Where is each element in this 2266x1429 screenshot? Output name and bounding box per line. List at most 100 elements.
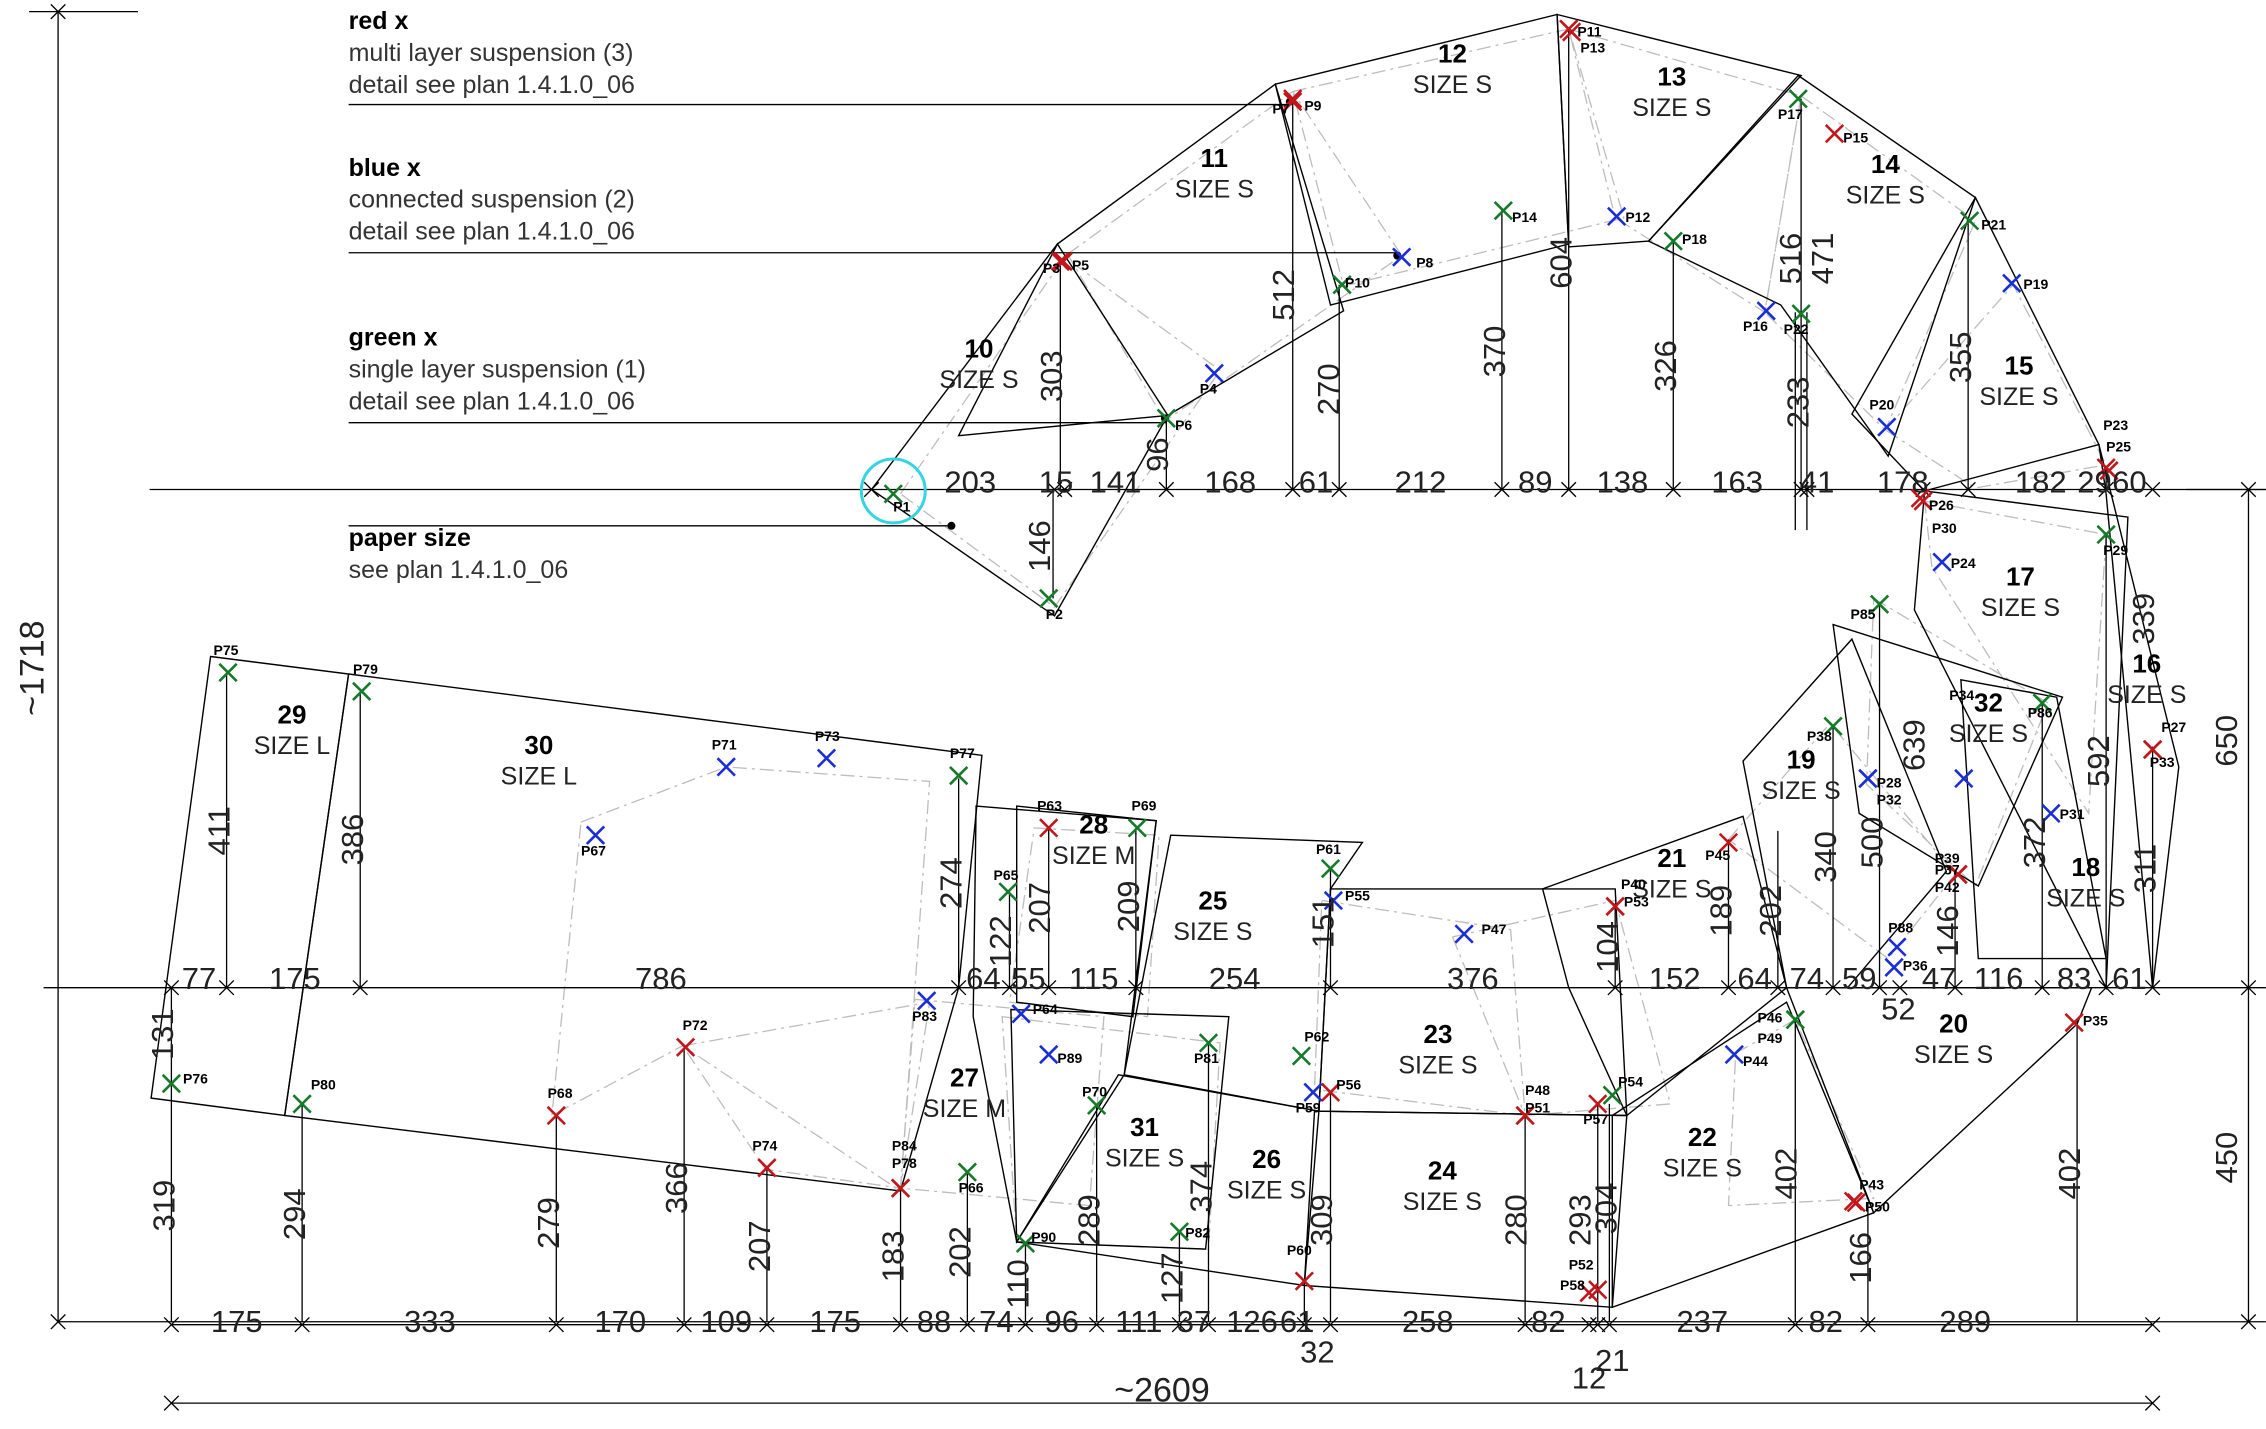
dimension-tick [1947, 979, 1963, 996]
suspension-point-p6-green-x-icon [1156, 408, 1176, 428]
dimension-label: 237 [1676, 1304, 1728, 1339]
point-label-p1: P1 [893, 498, 910, 514]
panel-size-27: SIZE M [923, 1095, 1006, 1123]
point-label-p62: P62 [1304, 1028, 1329, 1044]
dimension-tick [163, 979, 180, 996]
point-label-p26: P26 [1929, 497, 1954, 513]
suspension-point-p7-red-x-icon [1283, 92, 1303, 112]
panel-number-13: 13 [1657, 62, 1686, 92]
point-label-p5: P5 [1072, 257, 1089, 273]
right-dimension-label: 450 [2209, 1132, 2244, 1184]
point-label-p54: P54 [1618, 1073, 1643, 1089]
suspension-point-p53-red-x-icon [1605, 896, 1625, 916]
panel-number-16: 16 [2132, 649, 2161, 679]
dimension-tick [1331, 481, 1347, 498]
panel-number-11: 11 [1201, 143, 1229, 173]
dimension-label: 178 [1877, 464, 1929, 499]
point-label-p6: P6 [1175, 417, 1192, 433]
point-label-p90: P90 [1031, 1229, 1056, 1245]
dimension-label: 12 [1572, 1361, 1606, 1396]
dimension-tick [950, 979, 967, 996]
dimension-label: 32 [1300, 1334, 1334, 1369]
panel-number-21: 21 [1657, 843, 1686, 873]
paper-leader-dot [947, 521, 956, 530]
suspension-point-p71-blue-x-icon [716, 757, 736, 777]
point-label-p85: P85 [1850, 606, 1875, 622]
legend-paper-detail: see plan 1.4.1.0_06 [349, 556, 569, 584]
dimension-tick [2034, 979, 2050, 996]
suspension-point-p10-green-x-icon [1332, 275, 1352, 295]
dimension-label-vertical: 592 [2081, 735, 2116, 787]
suspension-point-p74-red-x-icon [757, 1158, 777, 1178]
point-label-p45: P45 [1705, 847, 1730, 863]
dimension-label-vertical: 639 [1897, 719, 1932, 771]
panel-number-14: 14 [1871, 149, 1900, 179]
paper-size-outline [1066, 90, 1403, 423]
paper-size-outline [1884, 283, 2108, 489]
dimension-label-vertical: 319 [146, 1180, 181, 1232]
suspension-point-p32-blue-x-icon [1858, 768, 1878, 789]
dimension-tick [1322, 1316, 1339, 1333]
dimension-label: 96 [1045, 1304, 1079, 1339]
dimension-label: 74 [1790, 961, 1824, 996]
dimension-label: 175 [809, 1304, 861, 1339]
dimension-label: 212 [1395, 464, 1447, 499]
dimension-label-vertical: 131 [145, 1008, 180, 1060]
point-label-p52: P52 [1569, 1256, 1594, 1272]
dimension-label: 77 [182, 961, 216, 996]
dimension-tick [294, 1316, 310, 1333]
suspension-point-p86-green-x-icon [2032, 693, 2052, 713]
dimension-tick [1296, 1316, 1313, 1333]
point-label-p47: P47 [1482, 921, 1507, 937]
dimension-tick [759, 1316, 775, 1333]
panel-size-14: SIZE S [1846, 181, 1925, 209]
point-label-p12: P12 [1625, 209, 1650, 225]
point-label-p17: P17 [1778, 106, 1803, 122]
panel-number-28: 28 [1079, 810, 1108, 840]
dimension-label-vertical: 339 [2126, 593, 2161, 645]
suspension-point-p90-green-x-icon [1015, 1233, 1036, 1253]
dimension-label: 111 [1115, 1304, 1162, 1339]
suspension-point-p89-blue-x-icon [1039, 1044, 1059, 1065]
point-label-p81: P81 [1194, 1050, 1219, 1066]
dimension-label-vertical: 303 [1034, 350, 1069, 402]
dimension-label: 170 [594, 1304, 646, 1339]
suspension-point-p72-red-x-icon [675, 1037, 696, 1057]
paper-size-outline [1923, 500, 2107, 816]
panel-outline-19 [1742, 637, 1948, 989]
point-label-p40: P40 [1621, 876, 1646, 892]
point-label-p89: P89 [1057, 1050, 1082, 1066]
dimension-label-vertical: 471 [1805, 233, 1840, 285]
paper-size-outline [1008, 827, 1160, 1018]
dimension-label: 175 [269, 961, 321, 996]
legend-red-description: multi layer suspension (3) [349, 39, 634, 67]
right-dim-tick [2240, 979, 2257, 996]
dimension-label: 82 [1531, 1304, 1565, 1339]
right-dim-tick [2240, 481, 2257, 498]
dimension-label: 126 [1226, 1304, 1278, 1339]
suspension-point-p9-red-x-icon [1283, 89, 1303, 109]
suspension-point-p61-green-x-icon [1320, 858, 1341, 879]
point-label-p77: P77 [950, 745, 975, 761]
legend-green-detail-ref: detail see plan 1.4.1.0_06 [349, 388, 635, 416]
dimension-label: 89 [1518, 464, 1552, 499]
overall-width-label: ~2609 [1114, 1372, 1210, 1410]
dimension-label-vertical: 279 [531, 1197, 566, 1249]
suspension-point-p81-green-x-icon [1198, 1033, 1219, 1053]
dimension-tick [676, 1316, 692, 1333]
dimension-label-vertical: 311 [2128, 844, 2163, 893]
point-label-p2: P2 [1046, 606, 1063, 622]
point-label-p48: P48 [1525, 1082, 1550, 1098]
dimension-label: 61 [1280, 1304, 1314, 1339]
point-label-p80: P80 [311, 1076, 336, 1092]
panel-size-26: SIZE S [1227, 1176, 1306, 1204]
dimension-label: 64 [1737, 961, 1771, 996]
dimension-label-vertical: 189 [1703, 885, 1738, 937]
panel-number-22: 22 [1688, 1122, 1717, 1152]
panel-number-17: 17 [2006, 561, 2035, 591]
dimension-label-vertical: 166 [1843, 1232, 1878, 1284]
panel-size-22: SIZE S [1663, 1155, 1742, 1183]
dimension-label-vertical: 270 [1311, 363, 1346, 415]
panel-size-19: SIZE S [1762, 777, 1841, 805]
dimension-label: 138 [1597, 464, 1649, 499]
